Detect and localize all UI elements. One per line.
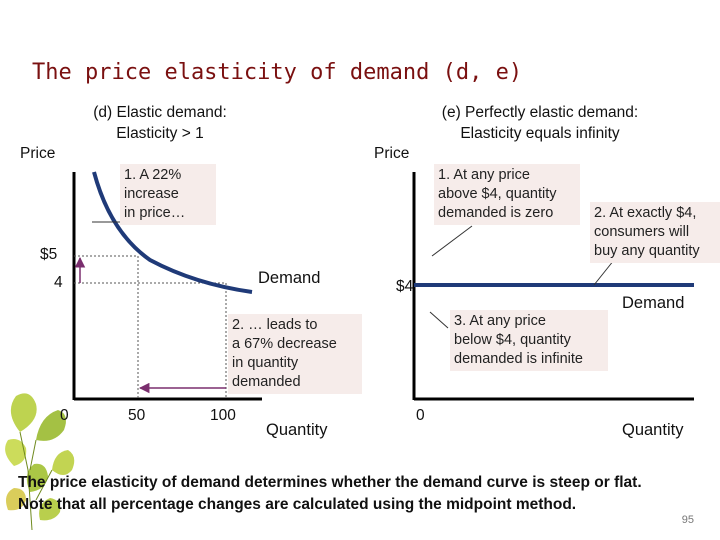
panel-e-y-axis-label: Price <box>374 145 410 162</box>
panel-e-x-axis-label: Quantity <box>622 421 684 439</box>
panel-e-note2-pointer <box>593 259 615 286</box>
panel-e-note1-callout: 1. At any price above $4, quantity deman… <box>434 164 580 225</box>
panel-e-price-label: $4 <box>396 278 414 295</box>
panel-d-note2-callout: 2. … leads to a 67% decrease in quantity… <box>228 314 362 394</box>
panel-d-note1-line3: in price… <box>124 205 186 221</box>
panel-e-demand-label: Demand <box>622 294 685 312</box>
panel-e-note2-callout: 2. At exactly $4, consumers will buy any… <box>590 202 720 263</box>
panel-d-note1-line2: increase <box>124 186 179 202</box>
panel-d-note2-line3: in quantity <box>232 355 299 371</box>
footer-caption: The price elasticity of demand determine… <box>18 472 642 516</box>
footer-line2: Note that all percentage changes are cal… <box>18 496 577 513</box>
panel-e-note3-callout: 3. At any price below $4, quantity deman… <box>450 310 608 371</box>
panel-d-note2-line2: a 67% decrease <box>232 336 337 352</box>
panel-e-note2-line3: buy any quantity <box>594 243 700 259</box>
panel-d-x-tick-50: 50 <box>128 407 146 424</box>
panel-e-note3-pointer <box>429 311 449 329</box>
panel-e-note1-line3: demanded is zero <box>438 205 554 221</box>
panel-e-title-line1: (e) Perfectly elastic demand: <box>441 104 639 121</box>
panel-d-y-axis-label: Price <box>20 145 56 162</box>
panel-e-note1-line1: 1. At any price <box>438 167 530 183</box>
panel-e-note1-line2: above $4, quantity <box>438 186 557 202</box>
panel-e-note2-line2: consumers will <box>594 224 690 240</box>
panel-d-x-tick-100: 100 <box>210 407 236 424</box>
panel-d-title-line2: Elasticity > 1 <box>116 125 204 142</box>
panel-d-y-tick-4: 4 <box>54 274 63 291</box>
panel-d-title: (d) Elastic demand: Elasticity > 1 <box>60 102 260 144</box>
panel-e-note3-line3: demanded is infinite <box>454 351 583 367</box>
panel-d-x-tick-0: 0 <box>60 407 69 424</box>
footer-line1: The price elasticity of demand determine… <box>18 474 642 491</box>
panel-d-demand-curve <box>92 171 253 294</box>
panel-d-y-tick-5: $5 <box>40 246 58 263</box>
panel-e-title-line2: Elasticity equals infinity <box>460 125 620 142</box>
panel-d-demand-label: Demand <box>258 269 321 287</box>
panel-d-title-line1: (d) Elastic demand: <box>93 104 227 121</box>
panel-d-note1-line1: 1. A 22% <box>124 167 182 183</box>
panel-e-origin-label: 0 <box>416 407 425 424</box>
panel-e-note3-line2: below $4, quantity <box>454 332 571 348</box>
panel-d-x-axis-label: Quantity <box>266 421 328 439</box>
panel-e-title: (e) Perfectly elastic demand: Elasticity… <box>410 102 670 144</box>
panel-e-note3-line1: 3. At any price <box>454 313 546 329</box>
slide-title: The price elasticity of demand (d, e) <box>32 60 523 85</box>
page-number: 95 <box>681 514 694 526</box>
panel-d-note1-callout: 1. A 22% increase in price… <box>120 164 216 225</box>
panel-e-note1-pointer <box>431 225 473 257</box>
panel-d-note2-line4: demanded <box>232 374 301 390</box>
panel-d-note2-line1: 2. … leads to <box>232 317 318 333</box>
panel-e-note2-line1: 2. At exactly $4, <box>594 205 697 221</box>
